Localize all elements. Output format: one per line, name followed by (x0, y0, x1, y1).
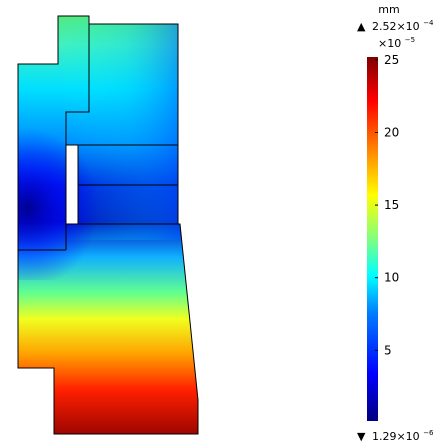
colorbar-tick-label: 5 (384, 343, 392, 357)
max-value-label: ▲ 2.52×10 −4 (357, 19, 434, 33)
colorbar (367, 57, 378, 421)
geometry-edges (17, 15, 199, 435)
colorbar-tick-label: 20 (384, 125, 399, 139)
scale-factor-label: ×10 −5 (378, 36, 415, 50)
color-legend: mm ▲ 2.52×10 −4 ×10 −5 25 20 15 10 5 ▼ 1.29×… (357, 3, 434, 443)
colorbar-tick-label: 15 (384, 198, 399, 212)
geometry-body (18, 16, 198, 434)
slot-cutout (65, 144, 79, 225)
legend-unit: mm (378, 3, 399, 16)
colorbar-ticks: 25 20 15 10 5 (375, 53, 399, 357)
colorbar-tick-label: 10 (384, 271, 399, 285)
min-marker-icon: ▼ (357, 430, 366, 443)
colorbar-tick-label: 25 (384, 53, 399, 67)
min-value-label: ▼ 1.29×10 −6 (357, 429, 434, 443)
max-marker-icon: ▲ (357, 20, 366, 33)
